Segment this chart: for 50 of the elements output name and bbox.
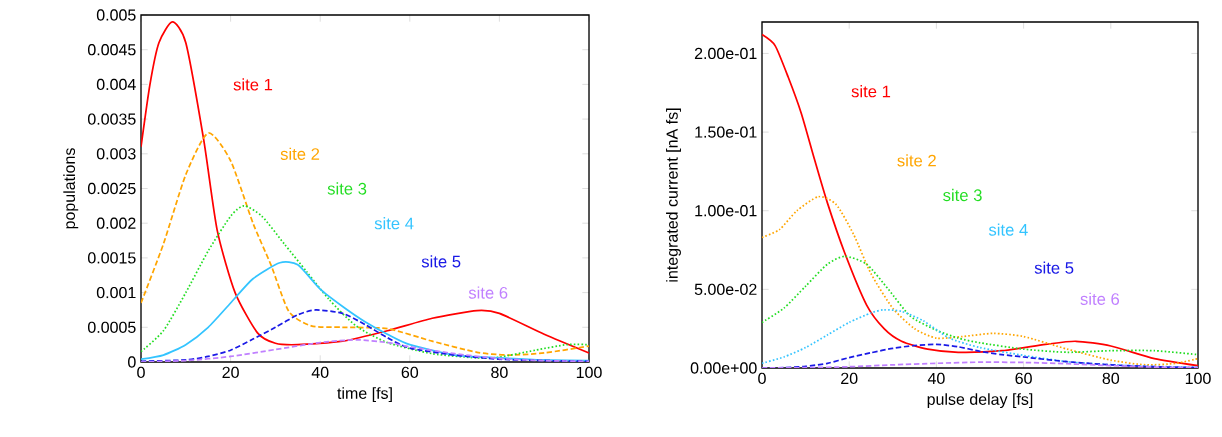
y-tick-label: 0.003 bbox=[96, 148, 136, 160]
y-axis-title: populations bbox=[63, 148, 79, 229]
x-tick-label: 40 bbox=[311, 366, 329, 379]
y-tick-label: 0.0045 bbox=[87, 44, 136, 56]
x-tick-label: 100 bbox=[1185, 372, 1211, 385]
line-series bbox=[762, 255, 1198, 356]
x-tick-label: 80 bbox=[1102, 372, 1120, 385]
x-tick-label: 20 bbox=[841, 372, 858, 385]
text: site 4 bbox=[374, 217, 414, 230]
y-tick-label: 0.005 bbox=[96, 9, 136, 21]
text: site 3 bbox=[943, 188, 982, 202]
x-tick-label: 60 bbox=[401, 366, 419, 379]
y-tick-label: 2.00e-01 bbox=[694, 47, 757, 60]
y-tick-label: 0.0025 bbox=[87, 182, 136, 195]
x-tick-label: 0 bbox=[758, 372, 766, 385]
text: site 6 bbox=[468, 286, 508, 299]
y-tick-label: 0.00e+00 bbox=[690, 362, 757, 374]
x-tick-label: 100 bbox=[576, 366, 602, 379]
y-tick-label: 5.00e-02 bbox=[694, 283, 757, 296]
x-tick-label: 20 bbox=[222, 366, 239, 379]
y-tick-label: 0.0035 bbox=[87, 113, 136, 125]
line-series bbox=[141, 132, 590, 356]
line-series bbox=[762, 308, 1198, 368]
y-axis-title: integrated current [nA fs] bbox=[666, 108, 681, 282]
line-series bbox=[141, 338, 590, 362]
x-tick-label: 0 bbox=[137, 366, 145, 379]
text: site 2 bbox=[897, 154, 936, 167]
y-tick-label: 1.50e-01 bbox=[695, 126, 757, 138]
text: site 2 bbox=[280, 147, 320, 160]
text: site 4 bbox=[988, 223, 1028, 236]
y-tick-label: 0.0005 bbox=[87, 321, 136, 333]
text: site 1 bbox=[233, 78, 273, 91]
text: site 6 bbox=[1080, 292, 1120, 305]
x-tick-label: 80 bbox=[491, 366, 508, 379]
text: site 3 bbox=[327, 182, 367, 195]
y-tick-label: 0.002 bbox=[96, 217, 136, 229]
line-series bbox=[141, 204, 590, 359]
y-tick-label: 0 bbox=[128, 356, 136, 368]
x-tick-label: 60 bbox=[1015, 372, 1032, 385]
y-tick-label: 0.0015 bbox=[87, 252, 136, 264]
y-tick-label: 0.004 bbox=[96, 78, 136, 91]
text: site 5 bbox=[421, 255, 461, 268]
text: site 5 bbox=[1034, 261, 1074, 274]
x-axis-title: pulse delay [fs] bbox=[927, 393, 1033, 409]
line-series bbox=[141, 21, 590, 354]
y-tick-label: 0.001 bbox=[96, 286, 136, 299]
x-tick-label: 40 bbox=[927, 372, 945, 385]
x-axis-title: time [fs] bbox=[337, 387, 392, 403]
y-tick-label: 1.00e-01 bbox=[695, 205, 757, 217]
text: site 1 bbox=[851, 85, 891, 98]
